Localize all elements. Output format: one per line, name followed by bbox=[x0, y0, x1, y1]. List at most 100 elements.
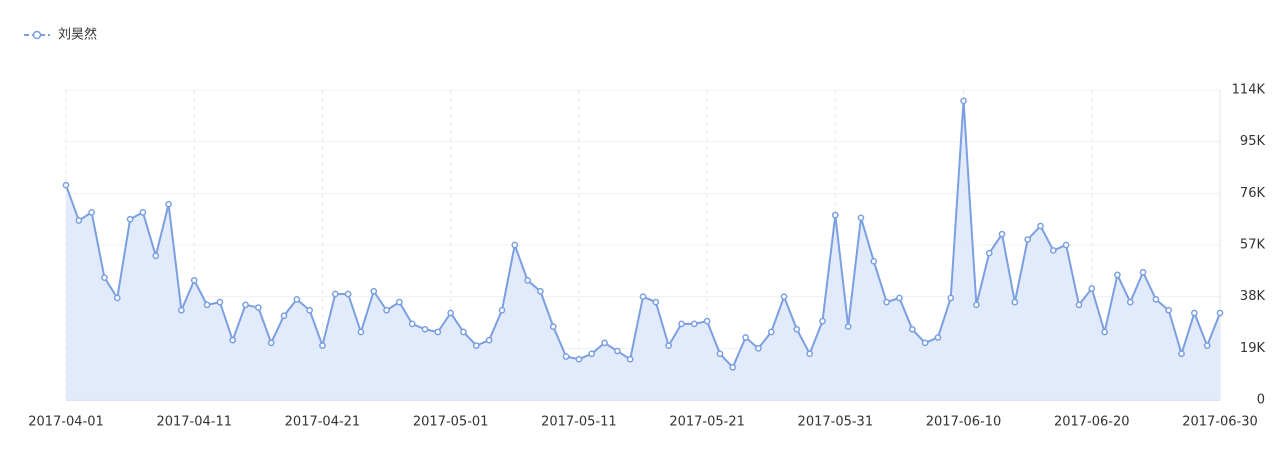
y-tick-label: 19K bbox=[1240, 341, 1266, 356]
point bbox=[1075, 301, 1083, 309]
y-tick-label: 114K bbox=[1232, 83, 1266, 98]
point bbox=[254, 304, 262, 311]
point bbox=[447, 309, 455, 317]
point bbox=[703, 317, 711, 325]
point bbox=[1037, 222, 1044, 230]
point bbox=[985, 249, 993, 257]
x-tick-label: 2017-05-01 bbox=[413, 415, 489, 430]
point bbox=[1062, 241, 1070, 249]
point bbox=[126, 215, 134, 223]
point bbox=[472, 342, 480, 349]
point bbox=[665, 342, 672, 349]
point bbox=[960, 97, 967, 105]
point bbox=[1049, 247, 1057, 254]
point bbox=[421, 325, 429, 333]
point bbox=[652, 298, 660, 306]
point bbox=[844, 323, 852, 330]
point bbox=[1191, 309, 1198, 317]
point bbox=[729, 364, 737, 371]
y-tick-label: 76K bbox=[1240, 186, 1266, 201]
point bbox=[460, 328, 467, 336]
point bbox=[152, 252, 160, 260]
point bbox=[678, 320, 685, 328]
point bbox=[639, 293, 647, 301]
point bbox=[370, 287, 378, 295]
point bbox=[216, 298, 224, 306]
point bbox=[626, 355, 634, 363]
legend-icon bbox=[32, 30, 42, 40]
point bbox=[1126, 298, 1134, 306]
point bbox=[831, 211, 839, 219]
point bbox=[344, 290, 352, 298]
point bbox=[1024, 236, 1032, 243]
point bbox=[1165, 306, 1173, 314]
point bbox=[383, 306, 390, 314]
point bbox=[549, 323, 557, 330]
point bbox=[716, 350, 724, 358]
point bbox=[203, 301, 211, 309]
point bbox=[62, 181, 70, 189]
legend-label: 刘昊然 bbox=[58, 27, 97, 43]
point bbox=[601, 339, 608, 347]
point bbox=[921, 339, 929, 347]
point bbox=[806, 350, 814, 358]
point bbox=[908, 325, 916, 333]
point bbox=[1114, 271, 1121, 279]
point bbox=[1152, 296, 1160, 303]
point bbox=[562, 353, 570, 360]
point bbox=[1139, 268, 1147, 276]
point bbox=[101, 274, 108, 281]
point bbox=[857, 214, 865, 222]
point bbox=[88, 209, 95, 216]
x-tick-label: 2017-05-21 bbox=[669, 415, 745, 430]
point bbox=[434, 328, 442, 336]
point bbox=[190, 277, 198, 284]
point bbox=[524, 277, 531, 284]
point bbox=[1216, 309, 1224, 317]
point bbox=[139, 209, 147, 216]
y-tick-label: 0 bbox=[1257, 393, 1265, 408]
point bbox=[780, 293, 788, 301]
point bbox=[870, 257, 878, 265]
point bbox=[485, 336, 493, 344]
point bbox=[934, 334, 942, 341]
point bbox=[755, 344, 762, 352]
point bbox=[75, 217, 83, 224]
y-tick-label: 38K bbox=[1240, 289, 1266, 304]
point bbox=[396, 298, 403, 306]
point bbox=[690, 320, 698, 328]
point bbox=[793, 325, 801, 333]
x-tick-label: 2017-04-01 bbox=[28, 415, 104, 430]
point bbox=[973, 301, 980, 309]
point bbox=[498, 306, 506, 314]
point bbox=[229, 336, 237, 344]
point bbox=[1011, 298, 1019, 306]
point bbox=[767, 328, 775, 336]
point bbox=[998, 230, 1006, 238]
point bbox=[306, 306, 313, 314]
point bbox=[883, 298, 890, 306]
point bbox=[267, 339, 275, 347]
point bbox=[242, 301, 249, 309]
point bbox=[293, 296, 301, 303]
point bbox=[113, 294, 121, 302]
point bbox=[280, 312, 288, 320]
point bbox=[1203, 342, 1211, 349]
x-tick-label: 2017-04-11 bbox=[156, 415, 232, 430]
x-tick-label: 2017-05-31 bbox=[798, 415, 874, 430]
x-tick-label: 2017-04-21 bbox=[285, 415, 361, 430]
point bbox=[614, 347, 621, 355]
point bbox=[1088, 285, 1096, 292]
point bbox=[408, 320, 416, 328]
x-tick-label: 2017-06-20 bbox=[1054, 415, 1130, 430]
point bbox=[588, 350, 596, 358]
y-tick-label: 95K bbox=[1240, 134, 1266, 149]
point bbox=[819, 317, 826, 325]
x-tick-label: 2017-06-30 bbox=[1182, 415, 1258, 430]
point bbox=[331, 290, 339, 298]
point bbox=[896, 294, 903, 302]
point bbox=[1178, 350, 1185, 358]
point bbox=[357, 328, 365, 336]
point bbox=[742, 334, 749, 341]
